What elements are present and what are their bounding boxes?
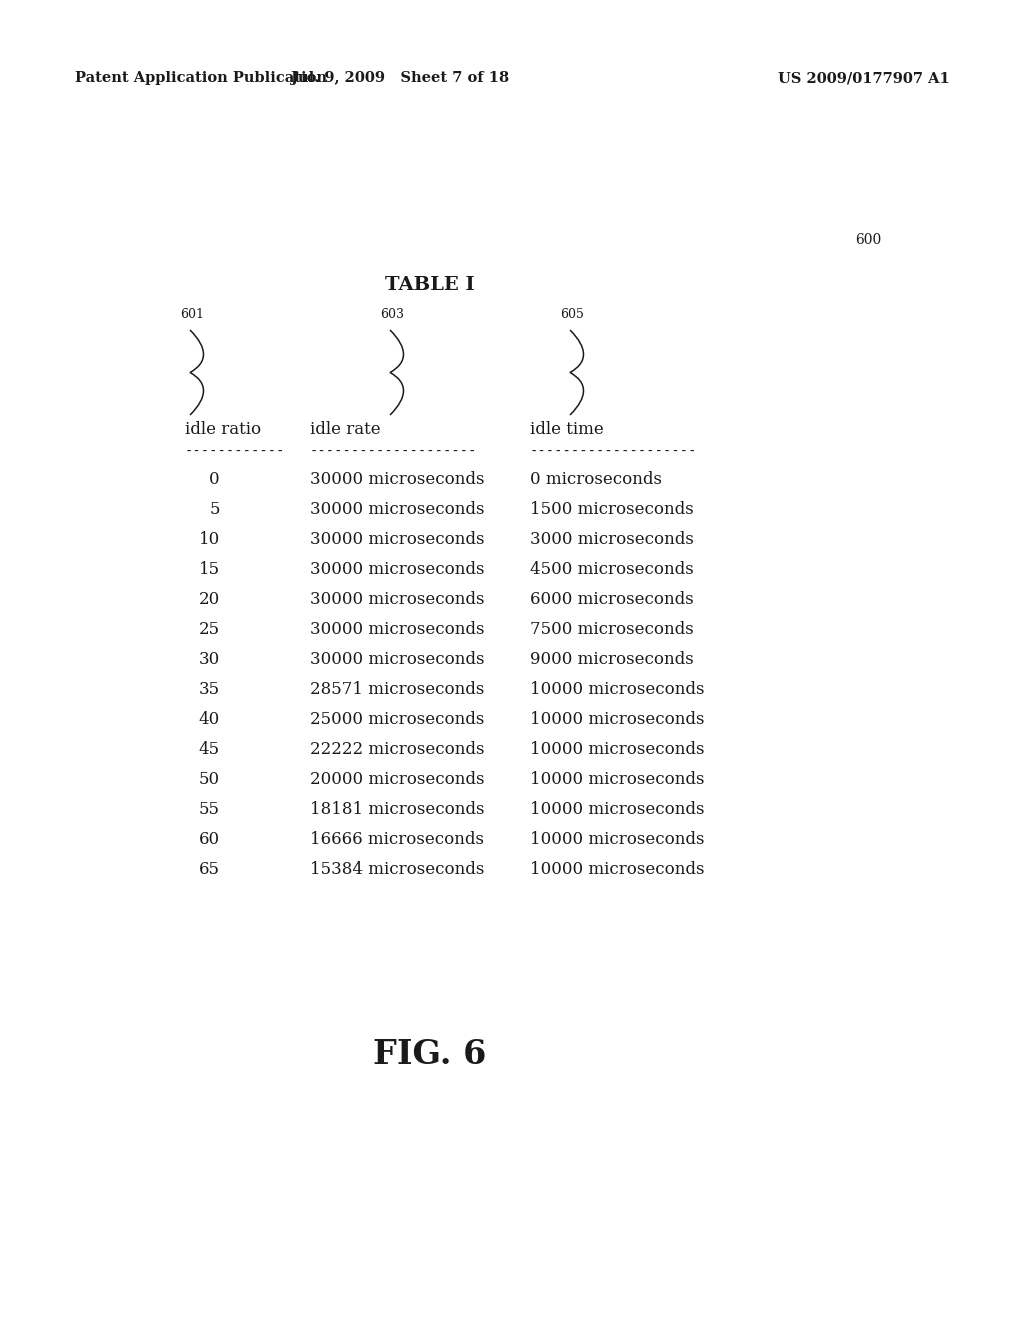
Text: 55: 55 (199, 801, 220, 818)
Text: 10000 microseconds: 10000 microseconds (530, 862, 705, 879)
Text: idle rate: idle rate (310, 421, 381, 438)
Text: 600: 600 (855, 234, 882, 247)
Text: idle ratio: idle ratio (185, 421, 261, 438)
Text: 40: 40 (199, 711, 220, 729)
Text: 605: 605 (560, 309, 584, 322)
Text: 9000 microseconds: 9000 microseconds (530, 652, 693, 668)
Text: 3000 microseconds: 3000 microseconds (530, 532, 694, 549)
Text: 30000 microseconds: 30000 microseconds (310, 561, 484, 578)
Text: 25: 25 (199, 622, 220, 639)
Text: 35: 35 (199, 681, 220, 698)
Text: Jul. 9, 2009   Sheet 7 of 18: Jul. 9, 2009 Sheet 7 of 18 (291, 71, 509, 84)
Text: US 2009/0177907 A1: US 2009/0177907 A1 (778, 71, 950, 84)
Text: 30000 microseconds: 30000 microseconds (310, 471, 484, 488)
Text: 22222 microseconds: 22222 microseconds (310, 742, 484, 759)
Text: 0 microseconds: 0 microseconds (530, 471, 662, 488)
Text: 30: 30 (199, 652, 220, 668)
Text: 10000 microseconds: 10000 microseconds (530, 801, 705, 818)
Text: Patent Application Publication: Patent Application Publication (75, 71, 327, 84)
Text: 7500 microseconds: 7500 microseconds (530, 622, 693, 639)
Text: 45: 45 (199, 742, 220, 759)
Text: 20000 microseconds: 20000 microseconds (310, 771, 484, 788)
Text: 0: 0 (209, 471, 220, 488)
Text: 601: 601 (180, 309, 204, 322)
Text: 30000 microseconds: 30000 microseconds (310, 591, 484, 609)
Text: 20: 20 (199, 591, 220, 609)
Text: idle time: idle time (530, 421, 604, 438)
Text: 30000 microseconds: 30000 microseconds (310, 622, 484, 639)
Text: 60: 60 (199, 832, 220, 849)
Text: 10: 10 (199, 532, 220, 549)
Text: --------------------: -------------------- (310, 445, 477, 459)
Text: TABLE I: TABLE I (385, 276, 475, 294)
Text: 25000 microseconds: 25000 microseconds (310, 711, 484, 729)
Text: 5: 5 (210, 502, 220, 519)
Text: 30000 microseconds: 30000 microseconds (310, 532, 484, 549)
Text: 18181 microseconds: 18181 microseconds (310, 801, 484, 818)
Text: 10000 microseconds: 10000 microseconds (530, 832, 705, 849)
Text: 15384 microseconds: 15384 microseconds (310, 862, 484, 879)
Text: ------------: ------------ (185, 445, 286, 459)
Text: 603: 603 (380, 309, 404, 322)
Text: 30000 microseconds: 30000 microseconds (310, 502, 484, 519)
Text: 15: 15 (199, 561, 220, 578)
Text: 50: 50 (199, 771, 220, 788)
Text: 28571 microseconds: 28571 microseconds (310, 681, 484, 698)
Text: 10000 microseconds: 10000 microseconds (530, 742, 705, 759)
Text: FIG. 6: FIG. 6 (374, 1039, 486, 1072)
Text: 10000 microseconds: 10000 microseconds (530, 771, 705, 788)
Text: 30000 microseconds: 30000 microseconds (310, 652, 484, 668)
Text: 16666 microseconds: 16666 microseconds (310, 832, 484, 849)
Text: 10000 microseconds: 10000 microseconds (530, 681, 705, 698)
Text: --------------------: -------------------- (530, 445, 697, 459)
Text: 4500 microseconds: 4500 microseconds (530, 561, 693, 578)
Text: 1500 microseconds: 1500 microseconds (530, 502, 693, 519)
Text: 10000 microseconds: 10000 microseconds (530, 711, 705, 729)
Text: 65: 65 (199, 862, 220, 879)
Text: 6000 microseconds: 6000 microseconds (530, 591, 693, 609)
